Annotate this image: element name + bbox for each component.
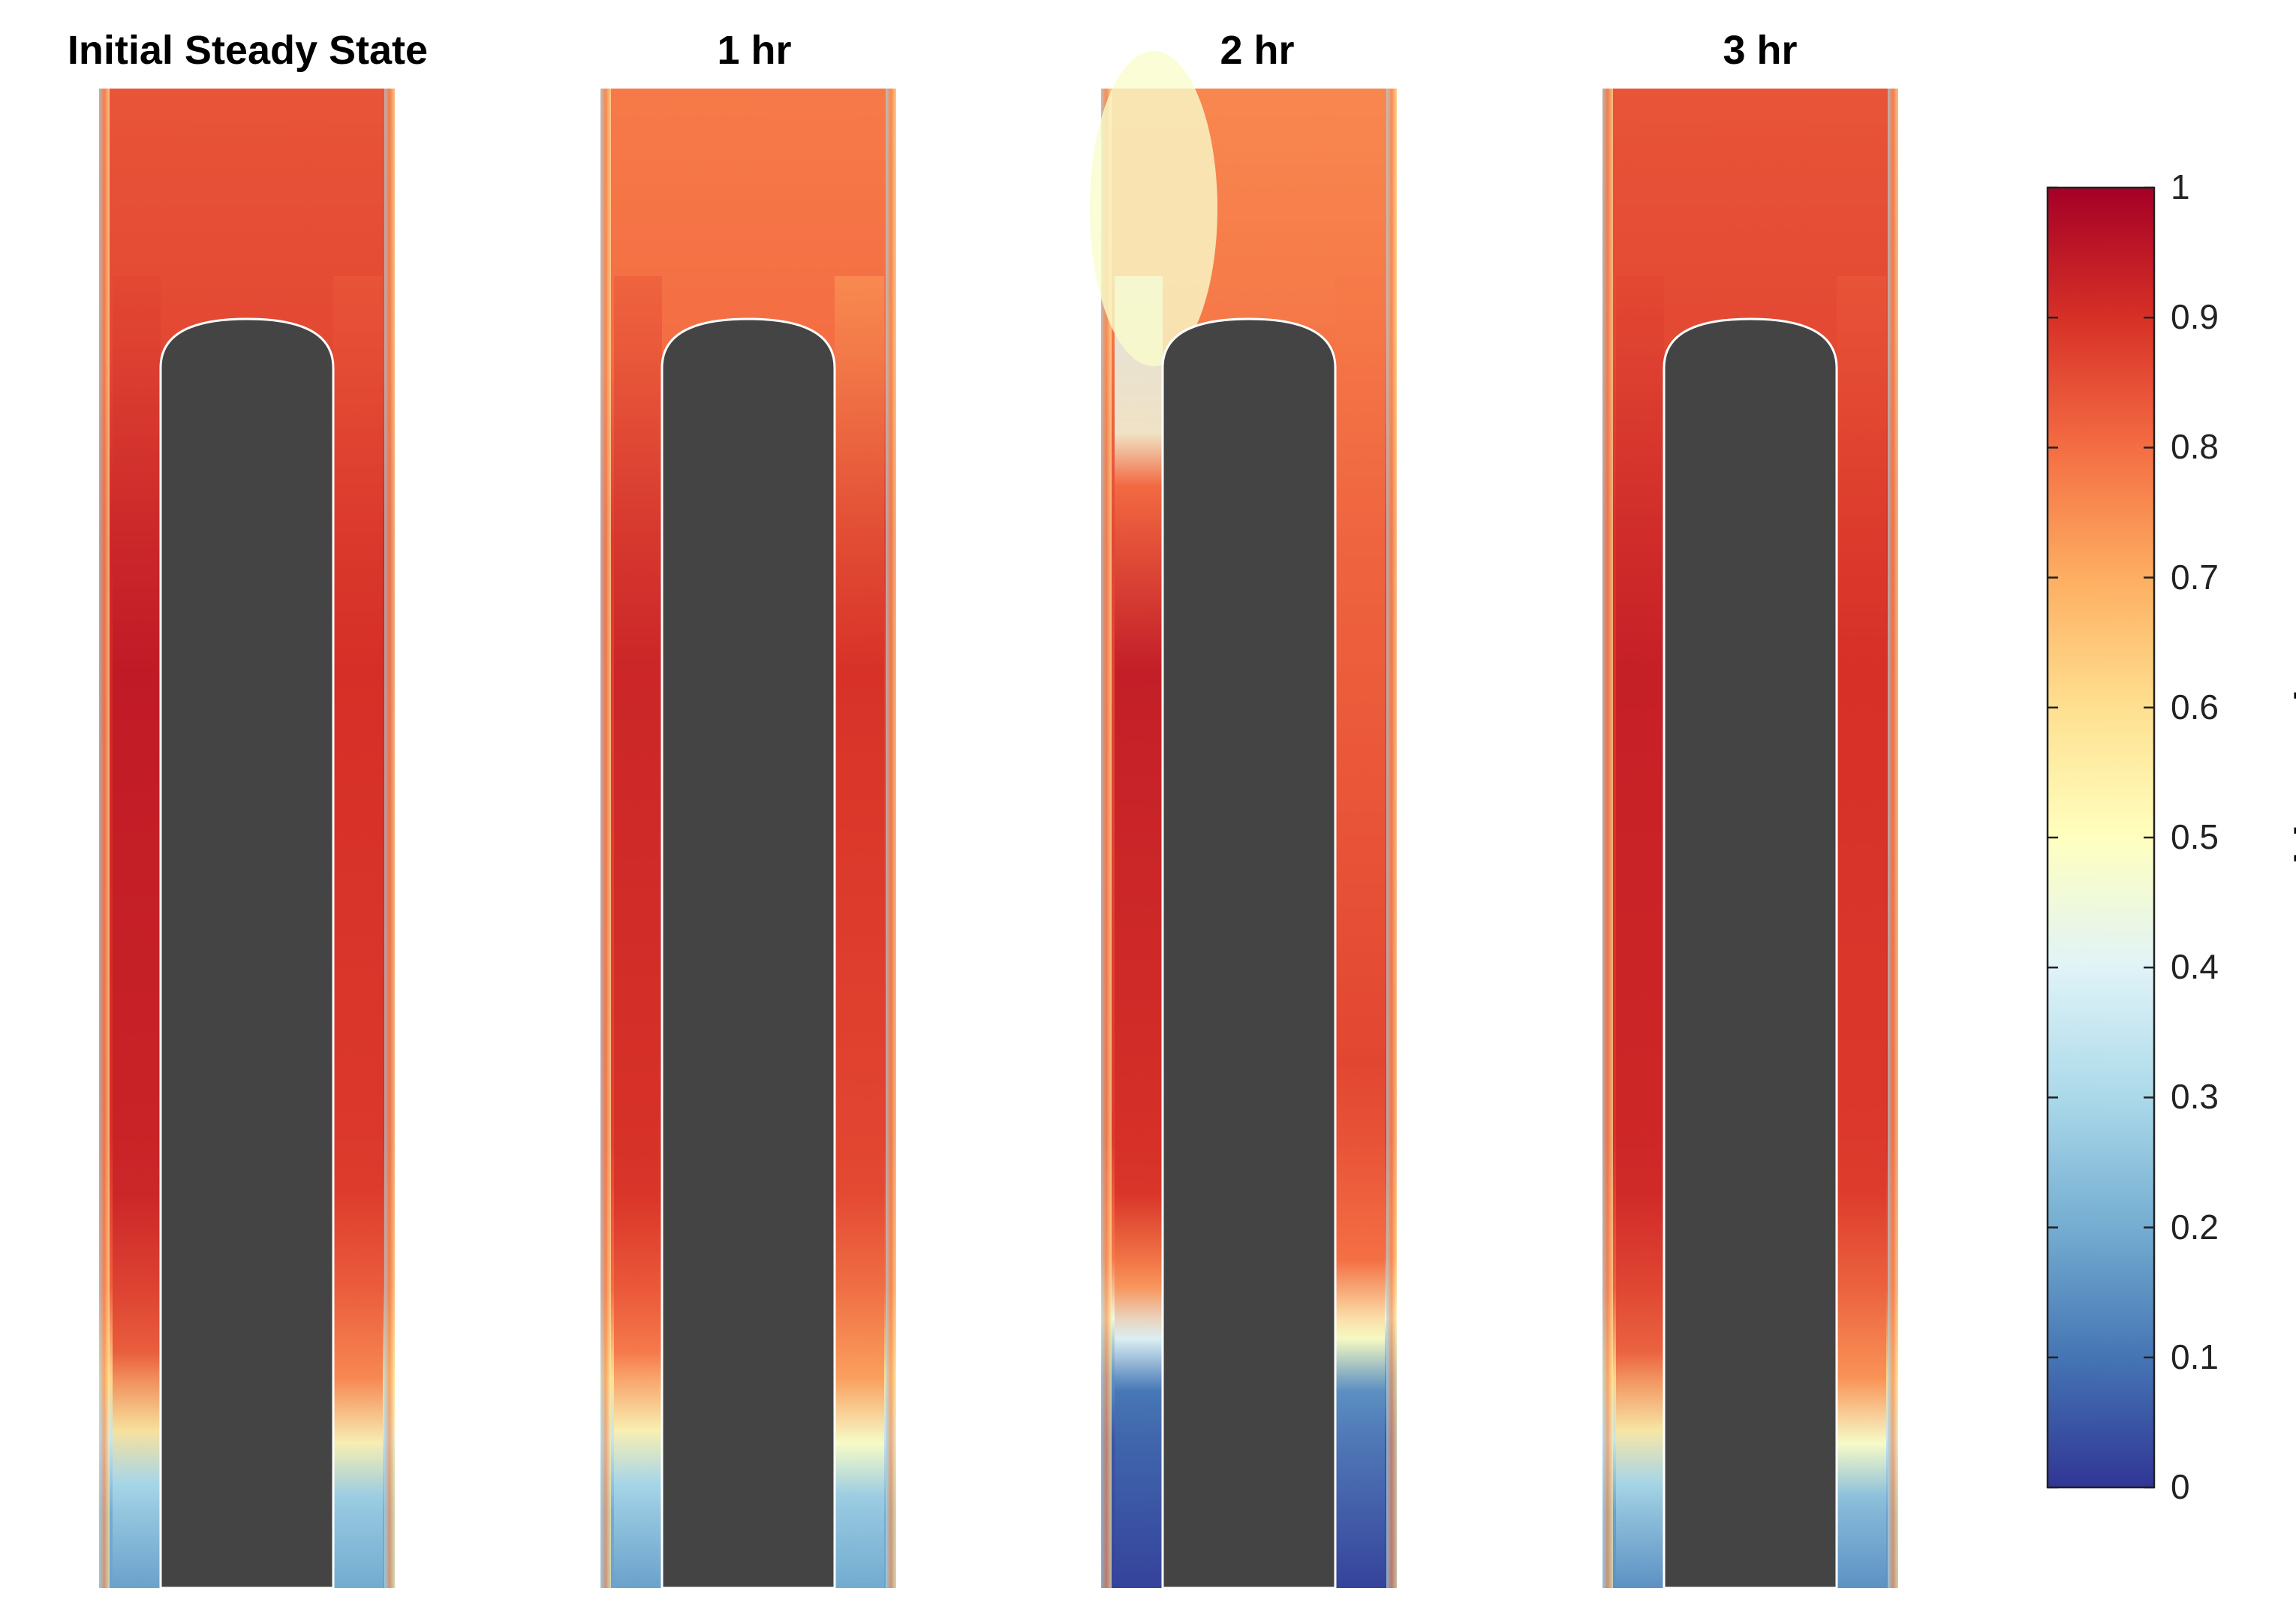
panel-title-1hr: 1 hr (717, 28, 792, 73)
heatmap-panel-initial (99, 89, 395, 1589)
colorbar-tick-label: 0.5 (2171, 817, 2219, 856)
left-channel (614, 276, 662, 1588)
colorbar-tick-label: 0.6 (2171, 687, 2219, 726)
obstacle-rod (159, 317, 335, 1589)
panel-title-2hr: 2 hr (1220, 28, 1295, 73)
colorbar-tick-label: 0.7 (2171, 557, 2219, 597)
colorbar-tick-label: 1 (2171, 167, 2190, 206)
right-channel (1335, 276, 1385, 1588)
low-void-pocket (1090, 51, 1217, 366)
colorbar-tick-label: 0.2 (2171, 1207, 2219, 1247)
colorbar-tick-label: 0 (2171, 1467, 2190, 1506)
left-wall-edge (1602, 89, 1613, 1588)
colorbar-tick-label: 0.3 (2171, 1077, 2219, 1117)
colorbar (2046, 186, 2156, 1489)
colorbar-tick-label: 0.4 (2171, 947, 2219, 987)
obstacle-rod (661, 317, 836, 1589)
left-wall-edge (1101, 89, 1112, 1588)
colorbar-tick-label: 0.8 (2171, 427, 2219, 467)
left-wall-edge (99, 89, 110, 1588)
right-wall-edge (1386, 89, 1397, 1588)
right-wall-edge (1888, 89, 1898, 1588)
right-channel (835, 276, 884, 1588)
left-channel (1115, 276, 1163, 1588)
colorbar-tick-label: 0.1 (2171, 1337, 2219, 1376)
left-channel (1616, 276, 1664, 1588)
right-channel (1837, 276, 1886, 1588)
left-channel (113, 276, 161, 1588)
colorbar-label: Void Fraction (2286, 634, 2296, 919)
heatmap-panel-1hr (600, 89, 896, 1589)
obstacle-rod (1663, 317, 1838, 1589)
right-wall-edge (886, 89, 896, 1588)
obstacle-rod (1161, 317, 1337, 1589)
colorbar-tick-label: 0.9 (2171, 297, 2219, 337)
panel-title-3hr: 3 hr (1723, 28, 1798, 73)
panel-title-initial: Initial Steady State (67, 28, 429, 73)
right-channel (333, 276, 383, 1588)
left-wall-edge (600, 89, 611, 1588)
heatmap-panel-3hr (1602, 89, 1898, 1589)
right-wall-edge (384, 89, 395, 1588)
heatmap-panel-2hr (1090, 51, 1397, 1589)
